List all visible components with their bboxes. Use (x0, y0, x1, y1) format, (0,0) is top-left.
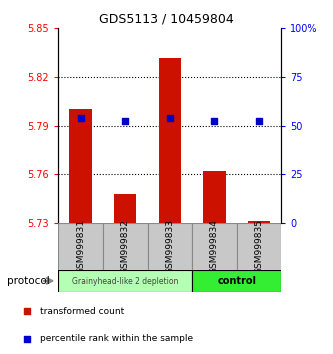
Text: percentile rank within the sample: percentile rank within the sample (40, 335, 193, 343)
Text: transformed count: transformed count (40, 307, 124, 316)
Bar (159, 58, 181, 223)
Text: GSM999835: GSM999835 (254, 219, 264, 274)
Bar (192, 223, 237, 271)
Text: protocol: protocol (7, 276, 49, 286)
Point (25, 336, 30, 342)
Text: GDS5113 / 10459804: GDS5113 / 10459804 (99, 12, 234, 25)
Bar (103, 223, 148, 271)
Point (25, 309, 30, 314)
Bar (148, 223, 192, 271)
Text: GSM999833: GSM999833 (165, 219, 174, 274)
Text: GSM999832: GSM999832 (121, 219, 130, 274)
Point (167, 115, 172, 120)
Text: GSM999831: GSM999831 (76, 219, 85, 274)
Text: control: control (217, 276, 256, 286)
Point (256, 118, 262, 124)
Bar (237, 223, 281, 271)
Bar (69, 109, 92, 223)
Bar (58, 223, 103, 271)
Bar (192, 270, 281, 292)
Bar (203, 171, 226, 223)
Bar (58, 270, 192, 292)
Text: GSM999834: GSM999834 (210, 219, 219, 274)
Bar (248, 221, 270, 223)
Point (78, 115, 83, 120)
Point (123, 118, 128, 124)
Point (212, 118, 217, 124)
Bar (114, 194, 137, 223)
Text: Grainyhead-like 2 depletion: Grainyhead-like 2 depletion (72, 276, 178, 286)
